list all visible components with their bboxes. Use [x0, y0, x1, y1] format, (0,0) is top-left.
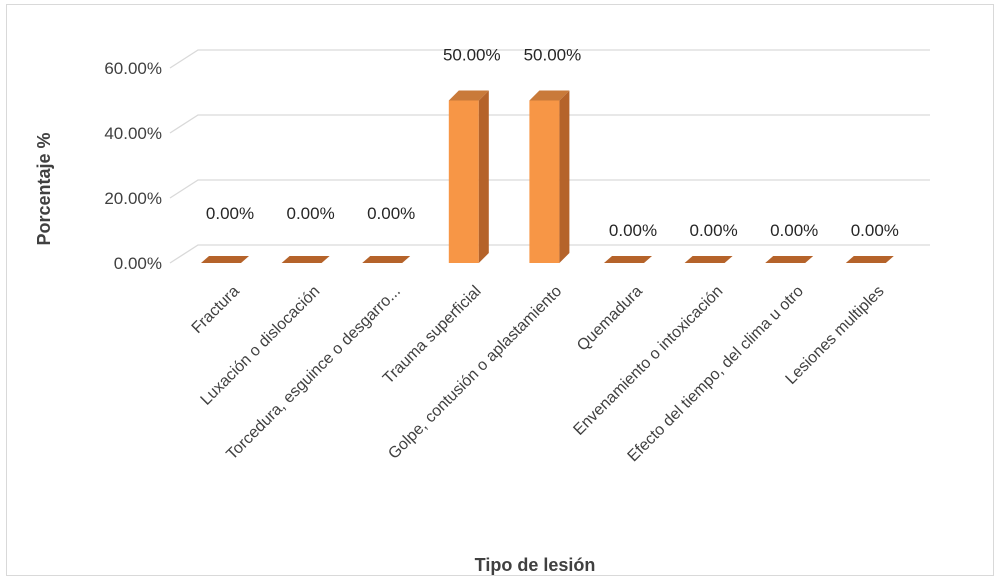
bar — [845, 256, 894, 263]
bar-top — [448, 90, 489, 101]
category-label: Torcedura, esguince o desgarro... — [223, 283, 404, 464]
bar — [281, 256, 330, 263]
data-labels: 0.00% 0.00% 0.00% 50.00% 50.00% 0.00% 0.00% 0.0… — [206, 46, 899, 241]
y-tick-label: 0.00% — [114, 254, 162, 273]
bar-flat — [281, 256, 330, 263]
y-axis-title: Porcentaje % — [34, 132, 54, 245]
data-label: 50.00% — [524, 46, 582, 65]
gridline — [169, 49, 930, 69]
bar — [201, 256, 249, 263]
y-tick-label: 40.00% — [104, 124, 162, 143]
bar — [448, 90, 489, 263]
data-label: 0.00% — [689, 221, 737, 240]
gridline — [169, 179, 930, 199]
bar-front — [529, 100, 560, 263]
bar-flat — [604, 256, 652, 263]
category-label: Golpe, contusión o aplastamiento — [385, 283, 565, 463]
bar-front — [448, 100, 479, 263]
data-label: 0.00% — [609, 221, 657, 240]
bars — [201, 90, 894, 263]
category-label: Envenamiento o intoxicación — [570, 283, 726, 439]
bar — [684, 256, 733, 263]
y-tick-label: 20.00% — [104, 189, 162, 208]
gridlines — [169, 49, 930, 264]
data-label: 0.00% — [770, 221, 818, 240]
data-label: 0.00% — [286, 204, 334, 223]
bar-flat — [765, 256, 814, 263]
data-label: 0.00% — [206, 204, 254, 223]
data-label: 50.00% — [443, 46, 501, 65]
data-label: 0.00% — [367, 204, 415, 223]
category-label: Quemadura — [574, 283, 646, 355]
bar-flat — [684, 256, 733, 263]
x-axis-title: Tipo de lesión — [475, 555, 596, 575]
bar-top — [529, 90, 570, 101]
gridline — [169, 244, 930, 264]
bar — [529, 90, 570, 263]
bar-flat — [845, 256, 894, 263]
bar-side — [478, 90, 489, 263]
bar-flat — [201, 256, 249, 263]
gridline — [169, 114, 930, 134]
bar — [604, 256, 652, 263]
bar-side — [559, 90, 570, 263]
data-label: 0.00% — [851, 221, 899, 240]
y-axis-ticks: 0.00% 20.00% 40.00% 60.00% — [104, 59, 162, 273]
bar — [362, 256, 411, 263]
category-label: Fractura — [189, 283, 243, 337]
category-label: Efecto del tiempo, del clima u otro — [625, 283, 808, 466]
bar — [765, 256, 814, 263]
chart-frame — [6, 4, 994, 576]
y-tick-label: 60.00% — [104, 59, 162, 78]
bar-flat — [362, 256, 411, 263]
